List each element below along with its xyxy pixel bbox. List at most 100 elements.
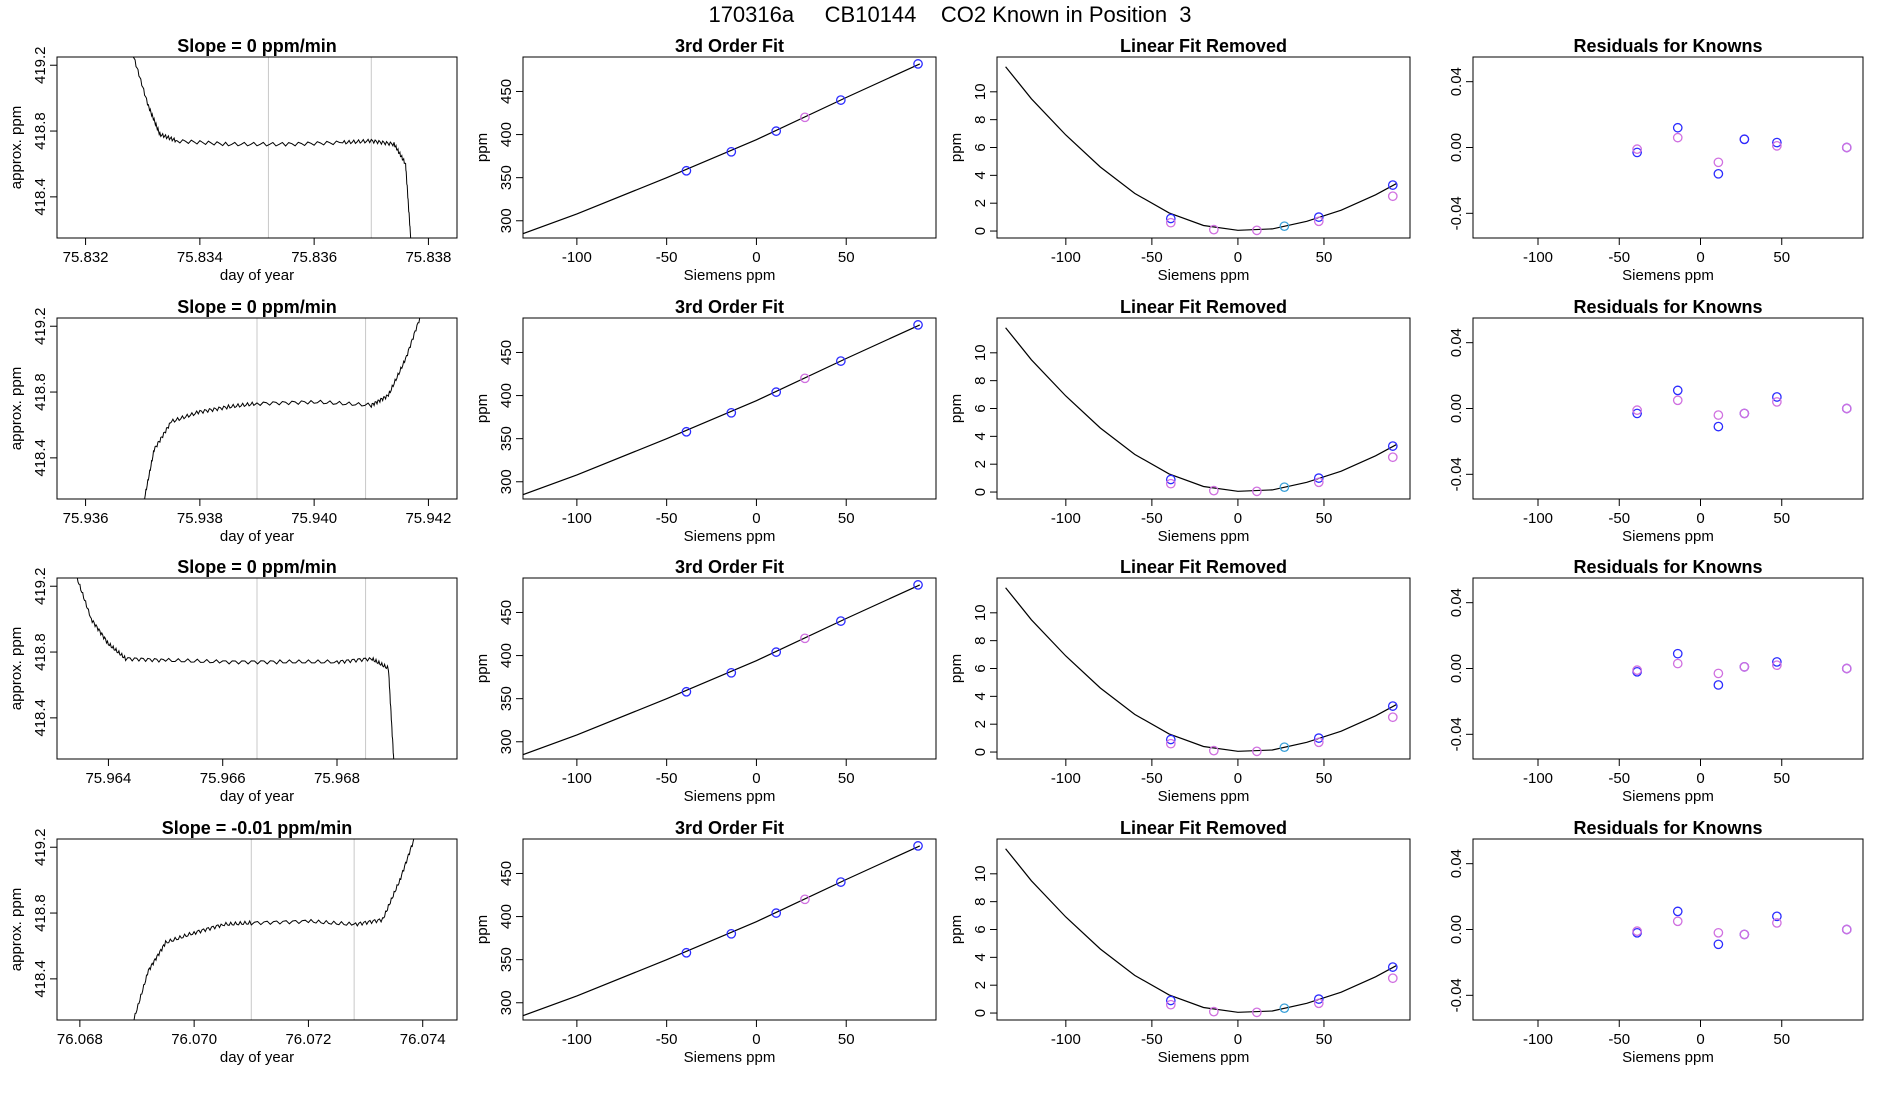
plot-frame	[522, 577, 937, 760]
x-tick-label: -100	[1051, 770, 1081, 787]
data-point	[1165, 738, 1176, 749]
x-tick-label: 76.070	[171, 1031, 217, 1048]
data-point	[1713, 927, 1724, 938]
data-point	[1313, 733, 1324, 743]
x-tick-label: 50	[838, 1031, 855, 1048]
page-title: 170316a CB10144 CO2 Known in Position 3	[708, 2, 1192, 27]
data-point	[913, 841, 923, 851]
plot-frame	[56, 317, 458, 500]
y-axis-label: approx. ppm	[8, 627, 25, 710]
data-point	[1672, 658, 1683, 669]
data-point	[1772, 660, 1782, 671]
y-tick-label: 350	[498, 686, 515, 711]
plot-frame	[522, 317, 937, 500]
x-axis-label: Siemens ppm	[1622, 267, 1714, 284]
x-tick-label: 0	[1696, 510, 1704, 527]
x-axis-label: Siemens ppm	[1622, 1049, 1714, 1066]
y-tick-label: 418.4	[32, 439, 49, 477]
series-line	[133, 839, 416, 1020]
panel-1-1: Slope = 0 ppm/min 75.832 75.834 75.836 75.83…	[8, 36, 458, 284]
data-point	[1713, 939, 1724, 950]
y-tick-label: -0.04	[1448, 717, 1465, 751]
data-point	[1772, 392, 1782, 402]
y-axis-label: approx. ppm	[8, 888, 25, 971]
data-point	[1632, 405, 1642, 415]
plot-frame	[996, 577, 1411, 760]
panel-4-3: Linear Fit Removed -100 -50 0 50 0 2 4 6 8 10 Sieme…	[948, 818, 1411, 1066]
data-point	[1251, 225, 1262, 236]
data-point	[1739, 408, 1750, 419]
data-point	[835, 356, 846, 366]
data-point	[1165, 734, 1176, 745]
data-point	[771, 387, 782, 397]
x-tick-label: 76.072	[285, 1031, 331, 1048]
x-tick-label: 75.838	[405, 249, 451, 266]
x-tick-label: 0	[752, 1031, 760, 1048]
fit-curve	[1005, 66, 1397, 231]
data-point	[1313, 477, 1324, 488]
data-point	[835, 616, 846, 626]
x-tick-label: 50	[838, 510, 855, 527]
panel-3-1: Slope = 0 ppm/min 75.964 75.966 75.968 418.4…	[8, 557, 458, 805]
panel-2-4: Residuals for Knowns -100 -50 0 50 -0.04 0.00 0…	[1448, 297, 1864, 545]
data-point	[1387, 712, 1398, 723]
data-point	[1772, 137, 1782, 148]
x-tick-label: -50	[1608, 770, 1630, 787]
data-point	[1279, 482, 1290, 493]
data-point	[1279, 1003, 1290, 1014]
data-point	[681, 426, 692, 437]
panel-3-4: Residuals for Knowns -100 -50 0 50 -0.04 0.00 0…	[1448, 557, 1864, 805]
panel-4-4: Residuals for Knowns -100 -50 0 50 -0.04 0.00 0…	[1448, 818, 1864, 1066]
y-tick-label: 400	[498, 383, 515, 408]
y-tick-label: 400	[498, 643, 515, 668]
x-axis-label: Siemens ppm	[1622, 528, 1714, 545]
data-point	[1713, 157, 1724, 168]
data-point	[1632, 926, 1642, 936]
panel-1-3: Linear Fit Removed -100 -50 0 50 0 2 4 6 8 10 Sieme…	[948, 36, 1411, 284]
fit-curve	[523, 845, 921, 1017]
x-tick-label: 50	[1316, 1031, 1333, 1048]
data-point	[1841, 142, 1852, 153]
panel-title: Residuals for Knowns	[1573, 297, 1762, 317]
panel-title: 3rd Order Fit	[675, 557, 784, 577]
panel-4-1: Slope = -0.01 ppm/min 76.068 76.070 76.072 7…	[8, 818, 458, 1066]
y-tick-label: 6	[972, 404, 989, 412]
data-point	[1208, 485, 1219, 496]
x-tick-label: -50	[1141, 510, 1163, 527]
x-tick-label: 50	[1316, 249, 1333, 266]
plot-frame	[996, 838, 1411, 1021]
y-axis-label: ppm	[474, 133, 491, 162]
data-point	[800, 633, 810, 644]
y-tick-label: -0.04	[1448, 196, 1465, 230]
x-tick-label: 0	[1696, 249, 1704, 266]
data-point	[913, 59, 923, 69]
panel-3-3: Linear Fit Removed -100 -50 0 50 0 2 4 6 8 10 Sieme…	[948, 557, 1411, 805]
data-point	[800, 894, 810, 905]
data-point	[771, 647, 782, 657]
y-tick-label: 0.00	[1448, 654, 1465, 683]
data-point	[1387, 180, 1398, 190]
data-point	[800, 112, 810, 123]
x-tick-label: -100	[1523, 249, 1553, 266]
x-axis-label: day of year	[220, 1049, 294, 1066]
data-point	[1772, 657, 1782, 667]
y-tick-label: 4	[972, 953, 989, 961]
plot-frame	[1472, 838, 1864, 1021]
data-point	[800, 373, 810, 384]
panel-title: 3rd Order Fit	[675, 297, 784, 317]
data-point	[1772, 918, 1782, 928]
y-tick-label: 300	[498, 469, 515, 494]
y-tick-label: 0.04	[1448, 328, 1465, 357]
panel-title: Slope = -0.01 ppm/min	[162, 818, 353, 838]
panel-3-2: 3rd Order Fit -100 -50 0 50 300 350 400 450 Sieme…	[474, 557, 937, 805]
y-tick-label: 450	[498, 600, 515, 625]
plot-frame	[1472, 56, 1864, 239]
x-tick-label: -100	[1051, 249, 1081, 266]
y-axis-label: ppm	[474, 915, 491, 944]
y-tick-label: 418.4	[32, 699, 49, 737]
y-tick-label: 6	[972, 143, 989, 151]
x-tick-label: 75.964	[85, 770, 131, 787]
panel-title: 3rd Order Fit	[675, 36, 784, 56]
plot-frame	[1472, 317, 1864, 500]
